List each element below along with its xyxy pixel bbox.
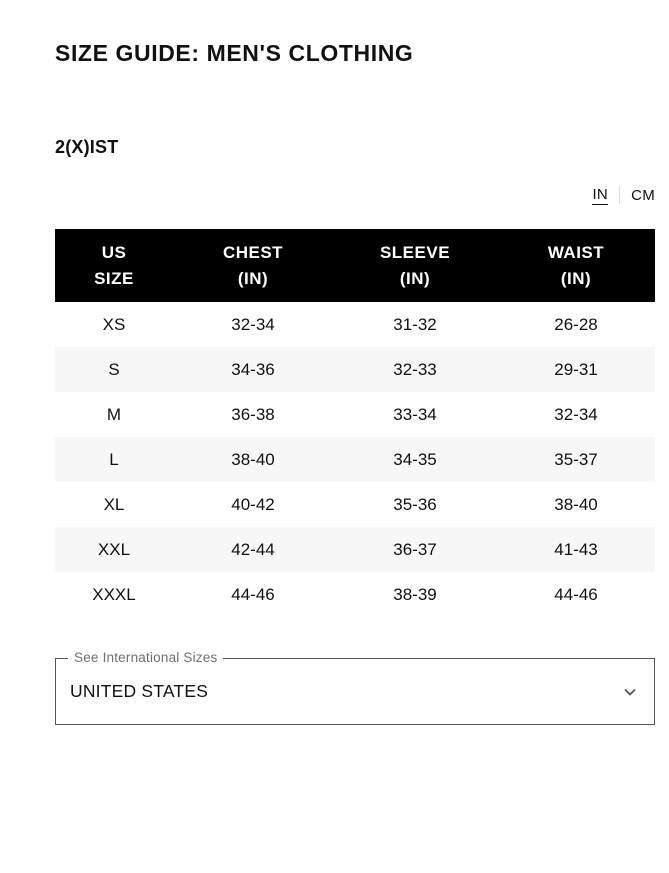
- column-header-chest: CHEST (IN): [173, 229, 333, 302]
- table-row: XS 32-34 31-32 26-28: [55, 302, 655, 347]
- header-row: US SIZE CHEST (IN) SLEEVE (IN) WAIST (IN…: [55, 229, 655, 302]
- unit-toggle: IN CM: [55, 185, 655, 205]
- cell-size: XXXL: [92, 584, 136, 604]
- cell-sleeve: 35-36: [393, 494, 437, 514]
- header-line: WAIST: [547, 242, 605, 262]
- header-line: (IN): [560, 268, 592, 288]
- cell-sleeve: 38-39: [393, 584, 437, 604]
- header-line: (IN): [237, 268, 269, 288]
- size-guide-content: SIZE GUIDE: MEN'S CLOTHING 2(X)IST IN CM…: [55, 40, 655, 725]
- header-line: (IN): [399, 268, 431, 288]
- size-table: US SIZE CHEST (IN) SLEEVE (IN) WAIST (IN…: [55, 229, 655, 617]
- cell-waist: 26-28: [554, 314, 598, 334]
- international-sizes-dropdown[interactable]: See International Sizes UNITED STATES: [55, 650, 655, 725]
- cell-size: M: [106, 404, 122, 424]
- unit-option-in[interactable]: IN: [592, 185, 609, 205]
- cell-waist: 38-40: [554, 494, 598, 514]
- brand-name: 2(X)IST: [55, 137, 119, 157]
- table-row: S 34-36 32-33 29-31: [55, 347, 655, 392]
- cell-chest: 42-44: [231, 539, 275, 559]
- size-guide-page: SIZE GUIDE: MEN'S CLOTHING 2(X)IST IN CM…: [55, 40, 655, 725]
- cell-size: S: [108, 359, 120, 379]
- column-header-us-size: US SIZE: [55, 229, 173, 302]
- cell-sleeve: 36-37: [393, 539, 437, 559]
- page-title: SIZE GUIDE: MEN'S CLOTHING: [55, 40, 414, 66]
- chevron-down-icon: [624, 688, 636, 696]
- size-table-header: US SIZE CHEST (IN) SLEEVE (IN) WAIST (IN…: [55, 229, 655, 302]
- header-line: SLEEVE: [379, 242, 451, 262]
- size-table-body: XS 32-34 31-32 26-28 S 34-36 32-33 29-31…: [55, 302, 655, 617]
- cell-size: XL: [103, 494, 125, 514]
- cell-chest: 36-38: [231, 404, 275, 424]
- table-row: XXXL 44-46 38-39 44-46: [55, 572, 655, 617]
- cell-sleeve: 33-34: [393, 404, 437, 424]
- cell-size: XS: [102, 314, 126, 334]
- unit-option-cm[interactable]: CM: [631, 186, 655, 204]
- cell-chest: 32-34: [231, 314, 275, 334]
- cell-waist: 35-37: [554, 449, 598, 469]
- cell-size: L: [109, 449, 119, 469]
- header-line: CHEST: [222, 242, 284, 262]
- international-sizes-label: See International Sizes: [68, 650, 224, 665]
- cell-waist: 29-31: [554, 359, 598, 379]
- column-header-waist: WAIST (IN): [497, 229, 655, 302]
- cell-chest: 38-40: [231, 449, 275, 469]
- unit-toggle-divider: [619, 186, 621, 204]
- header-line: US: [101, 242, 127, 262]
- cell-size: XXL: [97, 539, 131, 559]
- cell-sleeve: 34-35: [393, 449, 437, 469]
- table-row: L 38-40 34-35 35-37: [55, 437, 655, 482]
- table-row: XL 40-42 35-36 38-40: [55, 482, 655, 527]
- table-row: XXL 42-44 36-37 41-43: [55, 527, 655, 572]
- column-header-sleeve: SLEEVE (IN): [333, 229, 497, 302]
- cell-sleeve: 32-33: [393, 359, 437, 379]
- cell-chest: 34-36: [231, 359, 275, 379]
- international-sizes-selected-value: UNITED STATES: [70, 681, 209, 701]
- cell-sleeve: 31-32: [393, 314, 437, 334]
- cell-waist: 44-46: [554, 584, 598, 604]
- cell-waist: 32-34: [554, 404, 598, 424]
- table-row: M 36-38 33-34 32-34: [55, 392, 655, 437]
- cell-waist: 41-43: [554, 539, 598, 559]
- cell-chest: 40-42: [231, 494, 275, 514]
- cell-chest: 44-46: [231, 584, 275, 604]
- header-line: SIZE: [94, 268, 134, 288]
